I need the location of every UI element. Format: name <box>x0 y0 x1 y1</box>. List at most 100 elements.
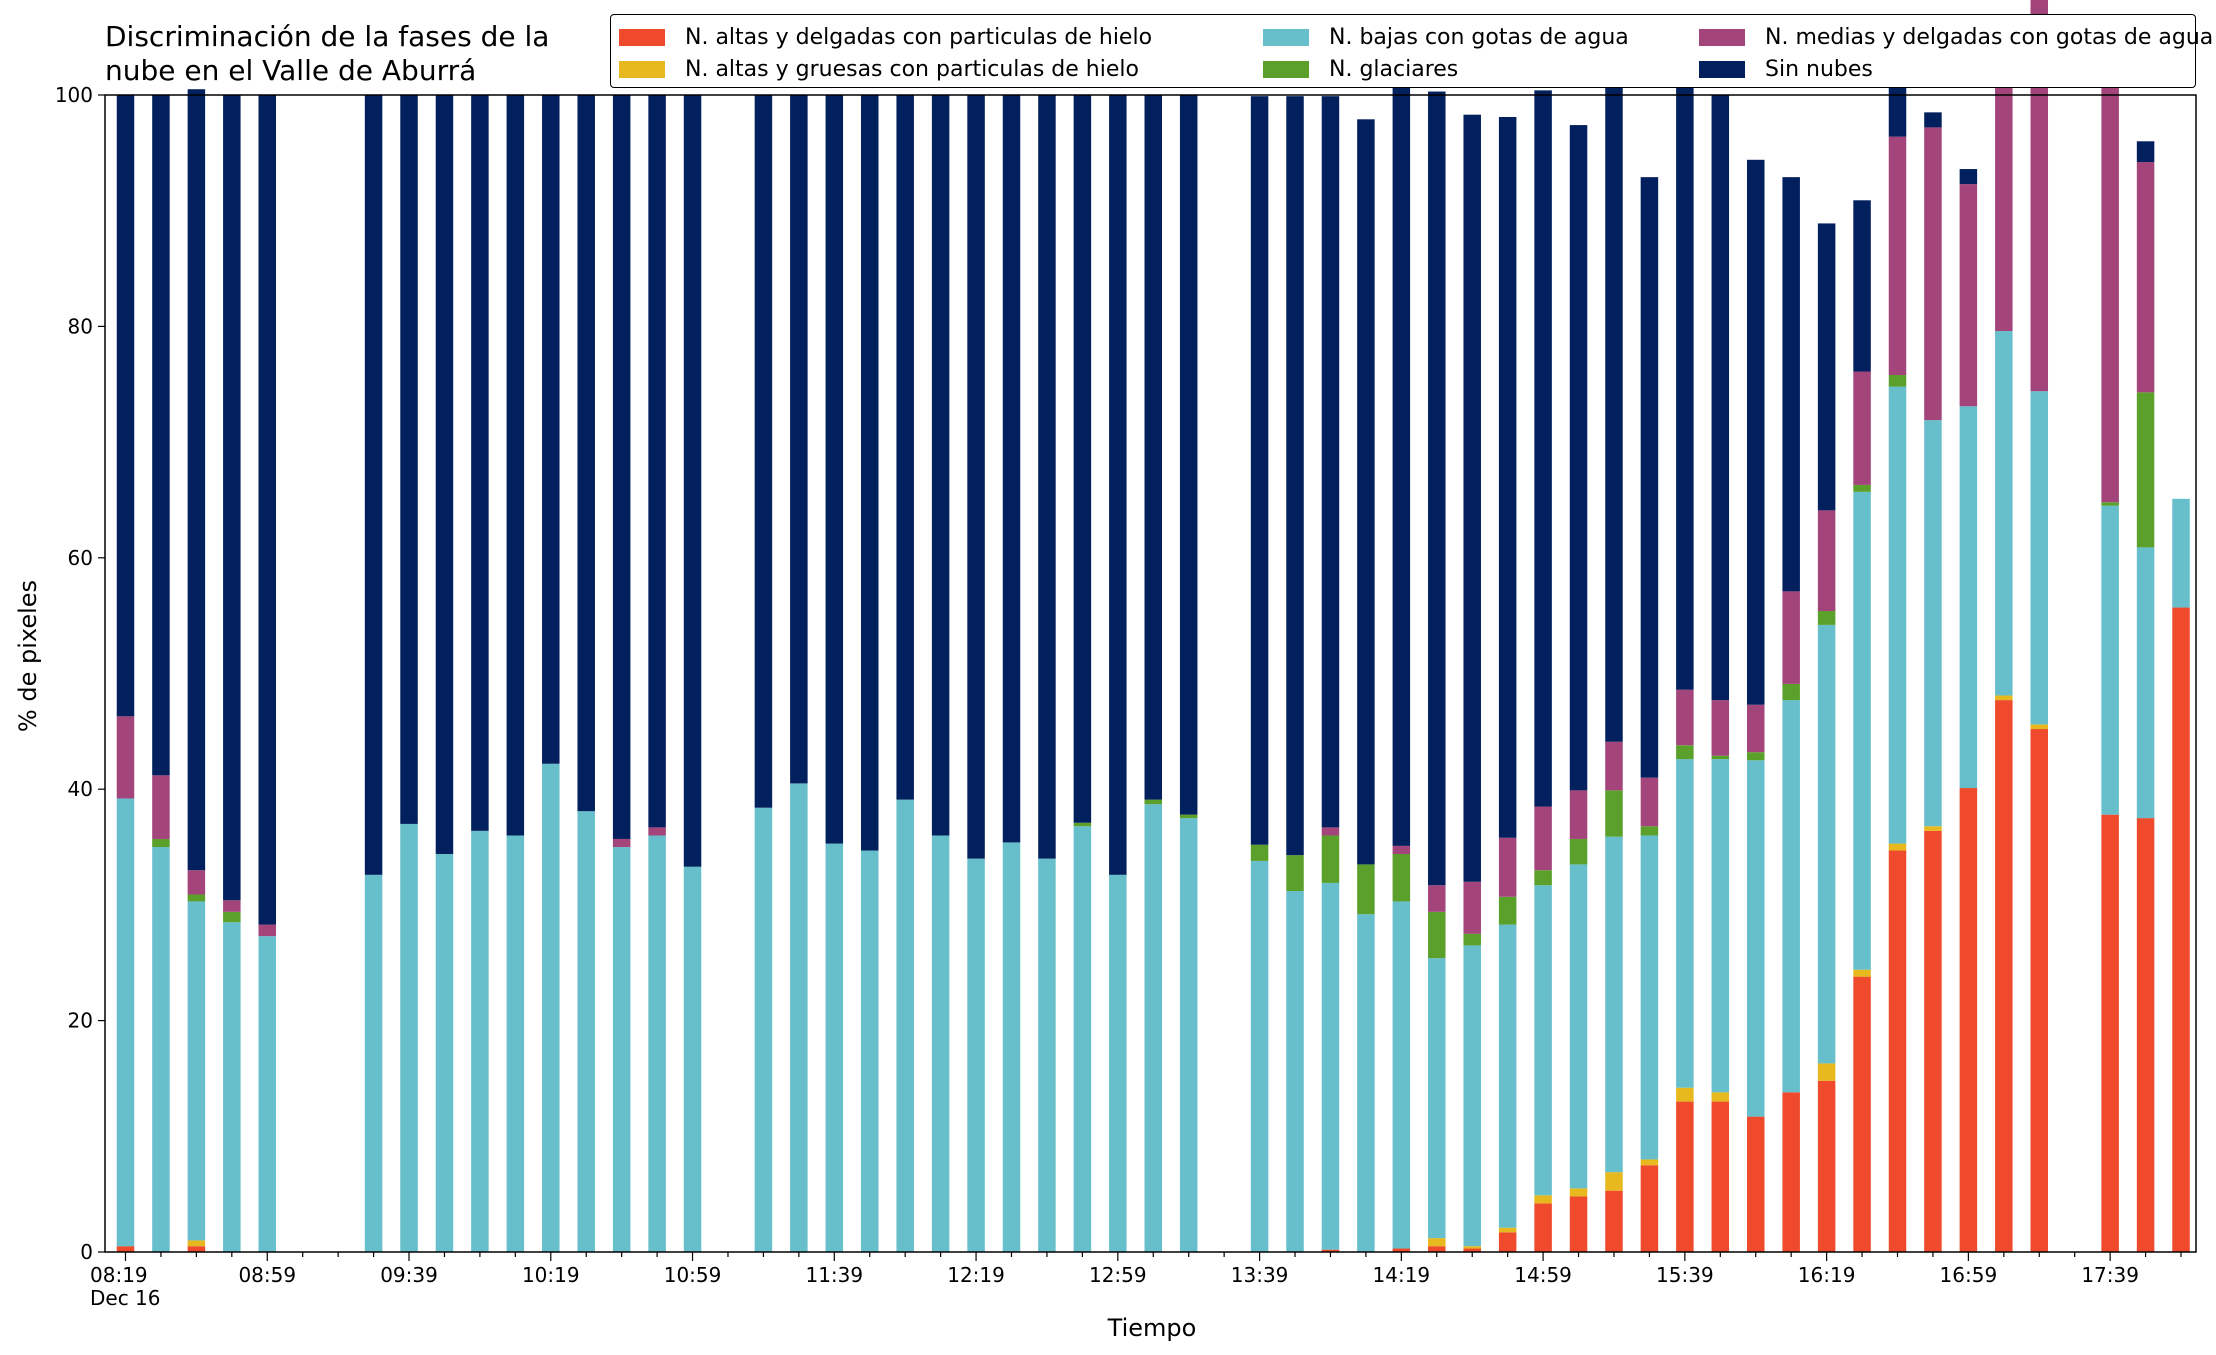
bar-segment-s1-b44 <box>1817 1063 1836 1081</box>
bar-segment-s2-b0 <box>116 798 135 1247</box>
bar-segment-s2-b32 <box>1392 901 1411 1249</box>
bar-segment-s2-b31 <box>1357 914 1375 1252</box>
bar-segment-s2-b49 <box>1995 331 2013 696</box>
bar-segment-s3-b36 <box>1534 870 1552 886</box>
bar-segment-s5-b31 <box>1357 119 1375 865</box>
bar-segment-s1-b41 <box>1711 1092 1730 1102</box>
bar-segment-s0-b51 <box>2101 814 2119 1252</box>
bar-segment-s1-b38 <box>1605 1172 1623 1191</box>
bar-segment-s5-b5 <box>364 95 383 875</box>
bar-segment-s5-b37 <box>1569 125 1588 791</box>
bar-segment-s4-b41 <box>1711 700 1730 756</box>
plot-frame <box>104 94 2197 1253</box>
bar-segment-s1-b46 <box>1888 843 1907 851</box>
bar-segment-s4-b0 <box>116 716 135 799</box>
x-tick-label-11: 15:39 <box>1656 1263 1714 1287</box>
bar-segment-s5-b41 <box>1711 95 1730 701</box>
bar-segment-s2-b27 <box>1179 818 1198 1252</box>
bar-segment-s5-b4 <box>258 95 277 925</box>
bar-segment-s5-b10 <box>542 95 560 764</box>
bar-segment-s2-b7 <box>435 853 454 1252</box>
bar-segment-s2-b14 <box>683 866 702 1252</box>
bar-segment-s2-b17 <box>825 843 844 1252</box>
x-tick-label-1: 08:59 <box>238 1263 296 1287</box>
bar-segment-s1-b37 <box>1569 1188 1588 1197</box>
x-tick-label-3: 10:19 <box>522 1263 580 1287</box>
bar-segment-s5-b48 <box>1959 169 1978 185</box>
bar-segment-s2-b19 <box>896 799 914 1252</box>
bar-segment-s5-b27 <box>1179 95 1198 815</box>
bar-segment-s4-b35 <box>1498 837 1517 897</box>
bar-segment-s5-b40 <box>1676 81 1694 690</box>
bar-segment-s5-b14 <box>683 95 702 867</box>
bar-segment-s2-b20 <box>931 835 950 1252</box>
bar-segment-s5-b45 <box>1853 200 1871 372</box>
y-tick-label-2: 40 <box>68 777 93 801</box>
bar-segment-s0-b42 <box>1746 1116 1765 1252</box>
bar-segment-s2-b28 <box>1250 860 1269 1252</box>
bar-segment-s4-b46 <box>1888 136 1907 375</box>
bar-segment-s2-b47 <box>1924 420 1942 827</box>
bar-segment-s3-b40 <box>1676 745 1694 760</box>
bar-segment-s2-b36 <box>1534 885 1552 1196</box>
bar-segment-s5-b30 <box>1321 96 1340 828</box>
bar-segment-s4-b52 <box>2136 162 2155 393</box>
bar-segment-s2-b9 <box>506 835 525 1252</box>
bar-segment-s3-b51 <box>2101 502 2119 506</box>
bar-segment-s2-b6 <box>400 823 418 1252</box>
bar-segment-s5-b47 <box>1924 112 1942 128</box>
bar-segment-s1-b2 <box>187 1240 206 1247</box>
bar-segment-s0-b38 <box>1605 1190 1623 1252</box>
legend-label-5: Sin nubes <box>1765 57 1873 82</box>
bar-segment-s4-b44 <box>1817 510 1836 612</box>
x-tick-label-6: 12:19 <box>947 1263 1005 1287</box>
bar-segment-s3-b34 <box>1463 933 1481 946</box>
legend-swatch-4 <box>1699 29 1745 46</box>
bar-segment-s4-b2 <box>187 870 206 895</box>
legend-label-0: N. altas y delgadas con particulas de hi… <box>685 25 1153 50</box>
bar-segment-s5-b35 <box>1498 116 1517 838</box>
bar-segment-s4-b51 <box>2101 71 2119 503</box>
bar-segment-s5-b32 <box>1392 77 1411 846</box>
legend-label-1: N. altas y gruesas con particulas de hie… <box>685 57 1139 82</box>
legend-swatch-3 <box>1263 61 1309 78</box>
bar-segment-s3-b31 <box>1357 864 1375 915</box>
bar-segment-s2-b24 <box>1073 826 1092 1252</box>
bar-segment-s5-b2 <box>187 89 206 871</box>
bar-segment-s5-b26 <box>1144 95 1163 800</box>
legend-item-0: N. altas y delgadas con particulas de hi… <box>619 25 1152 50</box>
bar-segment-s3-b3 <box>223 911 241 923</box>
legend-item-2: N. bajas con gotas de agua <box>1263 25 1629 50</box>
bar-segment-s5-b19 <box>896 95 914 800</box>
bar-segment-s1-b40 <box>1676 1087 1694 1102</box>
bar-segment-s5-b7 <box>435 95 454 854</box>
bar-segment-s2-b50 <box>2030 391 2049 725</box>
bar-segment-s2-b2 <box>187 901 206 1241</box>
bar-segment-s2-b26 <box>1144 804 1163 1252</box>
bar-segment-s5-b29 <box>1286 96 1304 856</box>
bar-segment-s5-b36 <box>1534 90 1552 807</box>
bar-segment-s0-b52 <box>2136 818 2155 1252</box>
bar-segment-s2-b52 <box>2136 547 2155 819</box>
x-tick-label-14: 17:39 <box>2081 1263 2139 1287</box>
x-tick-label-4: 10:59 <box>664 1263 722 1287</box>
bar-segment-s0-b47 <box>1924 830 1942 1252</box>
bar-segment-s2-b22 <box>1002 842 1021 1252</box>
bar-segment-s4-b34 <box>1463 881 1481 934</box>
bar-segment-s5-b52 <box>2136 141 2155 163</box>
bars-layer <box>116 0 2190 1252</box>
bar-segment-s1-b47 <box>1924 826 1942 831</box>
bar-segment-s4-b50 <box>2030 0 2049 392</box>
bar-segment-s2-b8 <box>471 830 489 1252</box>
bar-segment-s4-b40 <box>1676 689 1694 746</box>
bar-segment-s5-b25 <box>1109 95 1127 875</box>
bar-segment-s4-b33 <box>1428 885 1446 912</box>
bar-segment-s0-b33 <box>1428 1246 1446 1252</box>
bar-segment-s3-b41 <box>1711 755 1730 760</box>
bar-segment-s4-b39 <box>1640 777 1659 827</box>
bar-segment-s0-b39 <box>1640 1165 1659 1252</box>
bar-segment-s5-b42 <box>1746 159 1765 705</box>
bar-segment-s2-b11 <box>577 811 595 1252</box>
bar-segment-s2-b34 <box>1463 945 1481 1247</box>
